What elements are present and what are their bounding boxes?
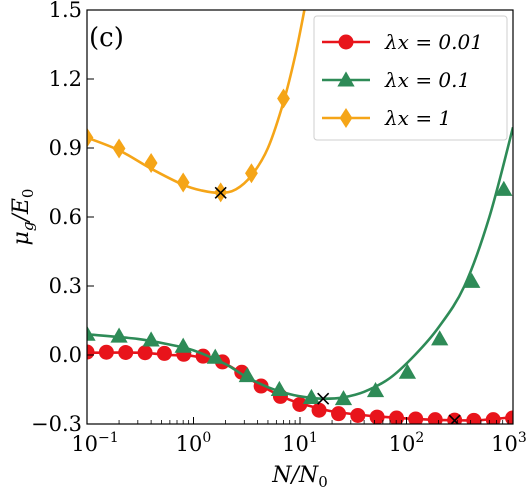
data-point [366,382,385,398]
x-tick-label: 102 [389,430,425,456]
legend-label: λx = 1 [384,106,451,130]
data-point [408,411,424,424]
data-point [463,272,481,288]
y-tick-label: 0.9 [49,136,82,160]
ticks-layer: 10−1 100 101 102 103 −0.3 0.0 0.3 0.6 0.9 1.2 1.5 [31,0,527,456]
data-point [505,410,513,424]
series-3 [87,10,306,203]
x-axis-label: N/N0 [271,463,327,491]
data-point [369,409,385,424]
x-tick-label: 10−1 [71,430,118,456]
y-tick-label: −0.3 [31,412,82,436]
data-point [176,172,190,193]
legend-box [313,15,508,141]
legend-marker [339,108,353,128]
y-tick-label: 0.6 [49,205,82,229]
minimum-marker [448,414,461,424]
y-tick-label: 1.5 [49,0,82,22]
data-point [331,406,347,422]
data-point [245,163,258,184]
data-point [389,410,405,424]
legend-label: λx = 0.01 [384,30,483,54]
data-point [350,407,366,423]
data-point [87,127,94,148]
data-point [98,344,114,360]
data-point [302,388,321,405]
data-point [270,380,288,396]
series-line [87,126,513,401]
data-point [87,325,96,341]
minimum-marker [214,186,227,199]
data-point [118,344,134,360]
data-point [112,138,126,159]
plot-frame [86,9,514,425]
data-point [156,345,172,361]
x-tick-label: 103 [491,430,527,456]
data-point [206,348,224,364]
legend: λx = 0.01 λx = 0.1 λx = 1 [313,15,508,141]
y-axis-label: μg/E0 [9,189,37,246]
legend-label: λx = 0.1 [384,68,470,92]
x-tick-label: 101 [282,430,318,456]
y-tick-label: 0.3 [49,274,82,298]
panel-label: (c) [89,23,124,53]
data-point [142,331,160,347]
data-point [137,345,153,361]
legend-entry: λx = 1 [322,106,451,130]
data-point [466,412,482,424]
series-2 [87,126,513,406]
y-tick-label: 0.0 [49,343,82,367]
legend-entry: λx = 0.1 [322,68,470,92]
series-1 [87,344,513,424]
data-point [110,327,128,343]
data-point [431,330,449,346]
data-point [292,396,308,412]
data-point [427,412,443,424]
data-point [174,337,192,353]
x-tick-label: 100 [176,430,212,456]
data-point [334,390,353,406]
minimum-marker [317,392,330,405]
legend-marker [337,71,355,87]
y-tick-label: 1.2 [49,67,82,91]
data-point [398,363,417,379]
data-point [311,402,327,418]
data-point [495,180,513,196]
data-point [238,367,256,383]
legend-entry: λx = 0.01 [322,30,483,54]
data-point [144,152,158,173]
legend-marker [338,34,354,50]
data-point [485,412,501,424]
data-point [447,412,463,424]
series-layer [87,10,513,424]
data-point [277,88,290,109]
data-point [87,344,95,360]
